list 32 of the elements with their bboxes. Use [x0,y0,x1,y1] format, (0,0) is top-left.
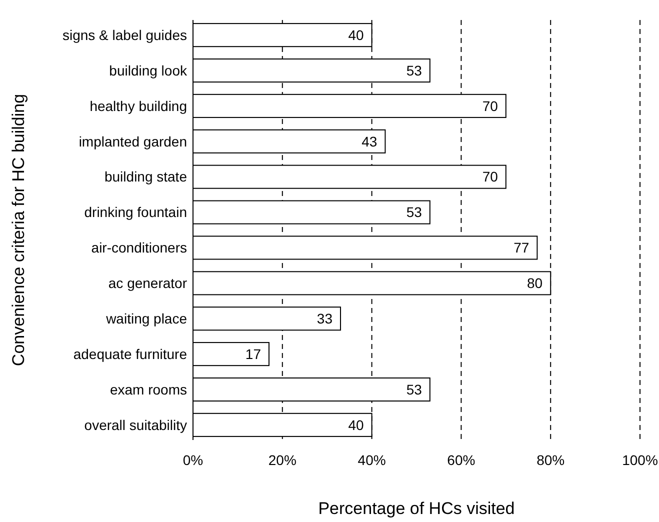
y-tick-label: air-conditioners [91,240,187,256]
y-tick-label: building look [109,62,188,78]
data-label: 43 [362,133,378,150]
x-tick-label: 60% [447,452,476,468]
y-tick-label: implanted garden [78,133,187,150]
data-label: 53 [406,204,422,220]
data-label: 53 [406,62,422,78]
x-tick-label: 100% [622,452,658,468]
y-tick-label: building state [104,168,188,185]
y-tick-label: exam rooms [110,381,187,398]
data-label: 80 [527,275,543,292]
y-tick-label: ac generator [108,275,188,292]
data-label: 77 [514,240,530,256]
x-tick-label: 40% [358,452,386,468]
y-tick-label: healthy building [90,98,187,114]
y-axis-title: Convenience criteria for HC building [9,94,28,366]
data-label: 53 [406,381,422,398]
data-label: 17 [245,346,262,362]
data-label: 40 [348,26,364,43]
data-label: 70 [482,168,498,185]
y-tick-label: waiting place [105,310,188,327]
y-tick-label: drinking fountain [84,204,187,220]
x-tick-label: 20% [268,452,296,468]
x-tick-label: 0% [182,452,204,468]
x-axis-title: Percentage of HCs visited [318,499,515,518]
x-tick-label: 80% [536,452,565,468]
data-label: 40 [348,416,364,433]
y-tick-label: signs & label guides [62,26,187,43]
y-tick-label: adequate furniture [73,346,188,362]
y-tick-label: overall suitability [84,416,187,433]
data-label: 33 [316,310,333,327]
data-label: 70 [482,98,498,114]
